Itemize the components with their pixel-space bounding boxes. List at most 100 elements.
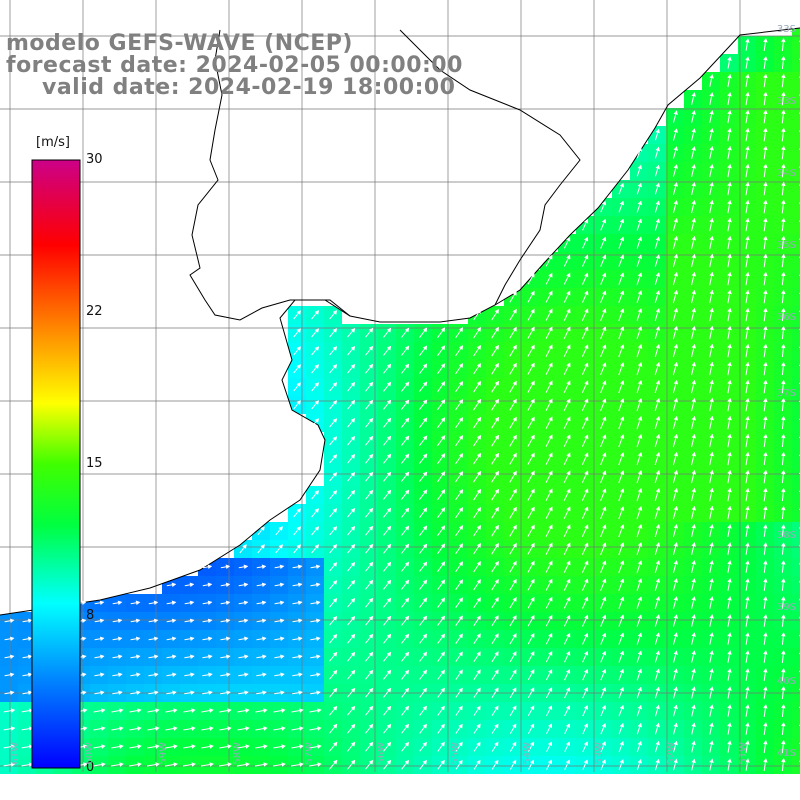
wind-arrowhead (602, 452, 607, 457)
wind-arrowhead (263, 762, 268, 767)
wind-arrowhead (727, 397, 732, 403)
wind-arrowhead (781, 163, 786, 169)
wind-cell (792, 342, 800, 360)
wind-arrowhead (332, 741, 338, 747)
wind-arrowhead (655, 650, 660, 656)
wind-cell (792, 72, 800, 90)
wind-arrowhead (422, 345, 428, 351)
wind-arrowhead (745, 560, 750, 565)
wind-arrowhead (226, 690, 231, 695)
wind-arrowhead (368, 507, 374, 513)
wind-arrowhead (316, 600, 321, 606)
wind-arrowhead (281, 708, 286, 713)
wind-arrowhead (619, 596, 625, 602)
wind-arrowhead (655, 488, 661, 493)
wind-arrowhead (637, 632, 643, 638)
lon-label: 51W (738, 742, 749, 765)
wind-arrowhead (440, 741, 445, 747)
wind-arrowhead (763, 704, 768, 709)
wind-arrowhead (709, 740, 714, 745)
wind-arrowhead (299, 708, 304, 713)
wind-arrowhead (422, 633, 428, 639)
wind-arrowhead (727, 578, 732, 583)
wind-arrowhead (314, 346, 320, 351)
wind-arrowhead (458, 363, 464, 368)
wind-arrowhead (117, 600, 123, 606)
wind-arrowhead (280, 672, 285, 677)
lon-label: 52W (666, 742, 677, 765)
wind-arrowhead (601, 632, 607, 638)
wind-arrowhead (332, 562, 338, 567)
wind-arrowhead (386, 453, 392, 459)
wind-cell (792, 144, 800, 162)
wind-arrowhead (83, 762, 88, 767)
wind-arrowhead (190, 672, 195, 678)
wind-arrowhead (117, 618, 123, 624)
wind-arrowhead (763, 469, 768, 475)
wind-arrowhead (566, 488, 571, 494)
wind-arrowhead (655, 290, 661, 295)
wind-arrowhead (368, 327, 374, 333)
wind-arrowhead (458, 507, 464, 512)
wind-arrowhead (691, 523, 696, 529)
wind-arrowhead (530, 615, 535, 620)
wind-arrowhead (154, 672, 159, 678)
wind-arrowhead (780, 253, 786, 259)
wind-arrowhead (727, 379, 732, 385)
colorbar-tick-30: 30 (86, 152, 103, 167)
wind-arrowhead (512, 705, 517, 711)
wind-arrowhead (332, 508, 338, 513)
wind-arrowhead (691, 253, 697, 259)
wind-arrowhead (727, 740, 732, 745)
wind-arrowhead (584, 308, 589, 314)
wind-arrowhead (727, 758, 732, 763)
wind-arrowhead (368, 579, 374, 585)
wind-arrowhead (298, 672, 303, 677)
wind-arrowhead (440, 327, 446, 333)
wind-arrowhead (82, 690, 87, 696)
wind-arrowhead (458, 633, 463, 639)
wind-arrowhead (476, 579, 481, 584)
wind-arrowhead (153, 618, 159, 624)
wind-arrowhead (153, 600, 159, 606)
wind-arrowhead (189, 618, 195, 624)
wind-arrowhead (440, 561, 446, 567)
wind-arrowhead (440, 453, 446, 458)
wind-arrowhead (317, 726, 322, 731)
wind-arrowhead (620, 362, 625, 367)
wind-arrowhead (476, 452, 482, 458)
wind-arrowhead (566, 506, 571, 512)
wind-arrowhead (727, 524, 732, 529)
wind-arrowhead (763, 451, 768, 457)
wind-arrowhead (781, 127, 786, 133)
wind-arrowhead (584, 272, 589, 278)
wind-arrowhead (655, 704, 660, 710)
wind-arrowhead (404, 633, 410, 639)
wind-arrowhead (530, 596, 535, 602)
wind-arrowhead (173, 708, 178, 713)
wind-arrowhead (227, 708, 232, 713)
wind-arrowhead (781, 433, 786, 439)
wind-arrowhead (530, 687, 535, 693)
wind-arrowhead (297, 564, 303, 570)
wind-arrowhead (350, 723, 356, 729)
wind-arrowhead (368, 381, 374, 387)
wind-arrowhead (566, 326, 571, 332)
wind-arrowhead (350, 525, 356, 531)
wind-arrowhead (763, 650, 768, 655)
wind-arrowhead (548, 506, 553, 512)
wind-arrowhead (673, 505, 679, 511)
wind-arrowhead (332, 382, 338, 387)
wind-arrowhead (584, 290, 589, 296)
colorbar-gradient (31, 159, 81, 769)
wind-arrowhead (476, 759, 481, 765)
wind-arrowhead (350, 561, 356, 567)
wind-arrowhead (299, 744, 304, 749)
wind-arrowhead (709, 542, 714, 547)
wind-arrowhead (601, 704, 606, 710)
wind-arrowhead (136, 672, 141, 678)
wind-arrowhead (566, 272, 571, 278)
wind-arrowhead (404, 327, 410, 333)
wind-arrowhead (673, 740, 678, 746)
wind-arrowhead (368, 633, 374, 639)
